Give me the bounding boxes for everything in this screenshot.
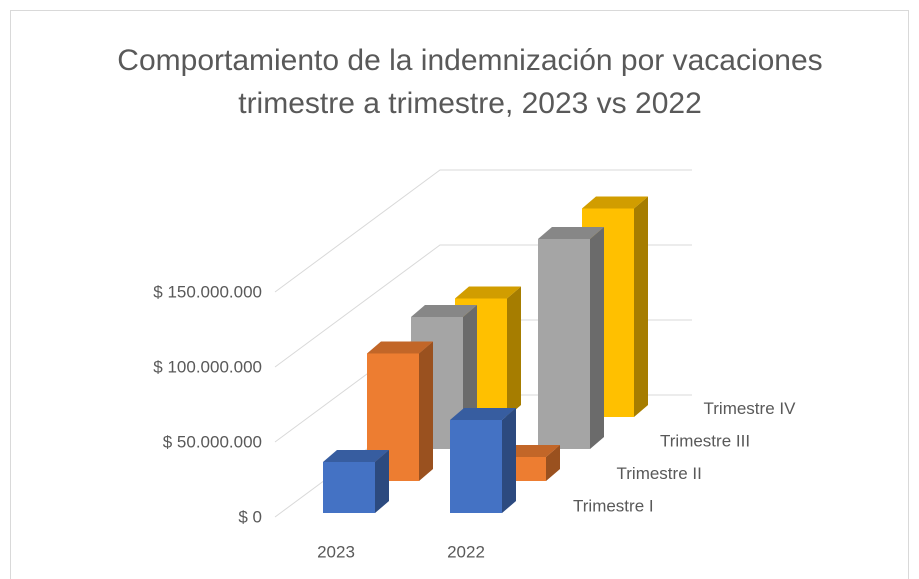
y-tick-label: $ 50.000.000 bbox=[163, 432, 262, 451]
bar-top-shade bbox=[450, 408, 516, 420]
grid-line bbox=[274, 169, 692, 293]
bar-top-shade bbox=[538, 227, 604, 239]
bar-top bbox=[455, 286, 521, 299]
bar-side-shade bbox=[375, 450, 389, 513]
bar-top bbox=[450, 408, 516, 420]
bar-side bbox=[634, 196, 648, 417]
bar-top bbox=[367, 341, 433, 354]
chart-title: Comportamiento de la indemnización por v… bbox=[117, 44, 822, 120]
bar-side-shade bbox=[419, 341, 433, 481]
bar-side-shade bbox=[502, 408, 516, 513]
bar-side-shade bbox=[507, 286, 521, 417]
bar-top-shade bbox=[455, 286, 521, 299]
bar-front bbox=[450, 420, 502, 513]
bar-top bbox=[582, 196, 648, 209]
x-tick-label: 2022 bbox=[447, 542, 485, 561]
bar-side-shade bbox=[634, 196, 648, 417]
bar-top bbox=[538, 227, 604, 239]
y-tick-label: $ 0 bbox=[238, 507, 262, 526]
bar-top bbox=[411, 305, 477, 317]
bar-side bbox=[590, 227, 604, 449]
bar-side bbox=[502, 408, 516, 513]
bar-top bbox=[323, 450, 389, 462]
bar-side bbox=[419, 341, 433, 481]
bar-side bbox=[375, 450, 389, 513]
series-label: Trimestre II bbox=[617, 464, 702, 483]
bar-side bbox=[507, 286, 521, 417]
series-label: Trimestre I bbox=[573, 496, 654, 515]
bar-top-shade bbox=[411, 305, 477, 317]
series-label: Trimestre III bbox=[660, 431, 750, 450]
y-tick-label: $ 100.000.000 bbox=[153, 357, 262, 376]
x-tick-label: 2023 bbox=[317, 542, 355, 561]
bar-front bbox=[538, 239, 590, 449]
bar-top-shade bbox=[367, 341, 433, 354]
bar-side-shade bbox=[590, 227, 604, 449]
bar-front bbox=[323, 462, 375, 513]
y-tick-label: $ 150.000.000 bbox=[153, 282, 262, 301]
series-label: Trimestre IV bbox=[704, 399, 797, 418]
bar-top-shade bbox=[323, 450, 389, 462]
bar-top-shade bbox=[582, 196, 648, 209]
